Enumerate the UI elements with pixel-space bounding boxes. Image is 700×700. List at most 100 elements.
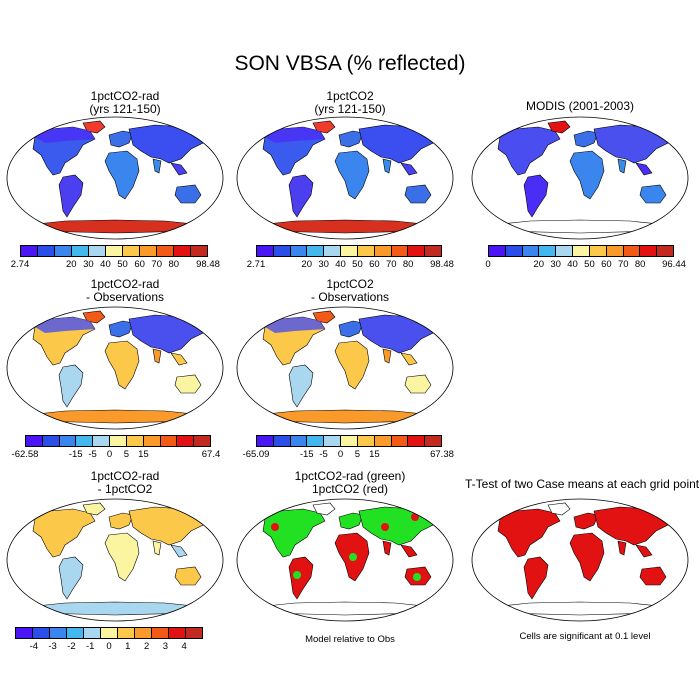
colorbar-labels-6: -4 -3 -2 -1 0 1 2 3 4 — [15, 641, 203, 653]
colorbar-cell — [126, 436, 144, 446]
colorbar-label: 60 — [369, 259, 380, 270]
colorbar-label: 70 — [151, 259, 163, 270]
colorbar-cell — [55, 246, 72, 256]
panel-title-1: 1pctCO2-rad (yrs 121-150) — [89, 89, 161, 116]
colorbar-label: 5 — [354, 449, 361, 460]
colorbar-cell — [194, 436, 210, 446]
colorbar-label: -5 — [88, 449, 97, 460]
colorbar-label: 70 — [617, 259, 629, 270]
colorbar-label: 30 — [318, 259, 329, 270]
colorbar-cell — [169, 628, 186, 638]
map-panel-4 — [5, 305, 225, 431]
colorbar-label: 0 — [337, 449, 344, 460]
colorbar-cell — [357, 436, 375, 446]
colorbar-label: 1 — [125, 641, 131, 652]
colorbar-cell — [640, 246, 658, 256]
panel-title-5: 1pctCO2- Observations — [310, 277, 390, 304]
map-panel-1 — [5, 115, 225, 241]
colorbar-label: -62.58 — [11, 449, 39, 460]
colorbar-label: 50 — [352, 259, 363, 270]
colorbar-label: 40 — [335, 259, 346, 270]
region-southAmerica — [288, 174, 314, 218]
region-southAmerica — [58, 174, 84, 218]
colorbar-cell — [307, 246, 325, 256]
colorbar-label: 80 — [402, 259, 414, 270]
colorbar-label: 20 — [533, 259, 545, 270]
colorbar-cell — [374, 436, 392, 446]
colorbar-5 — [256, 435, 442, 447]
colorbar-label: 15 — [138, 449, 149, 460]
region-australia — [404, 374, 432, 394]
colorbar-cell — [59, 436, 77, 446]
region-australia — [174, 184, 202, 204]
region-antarctica — [491, 219, 669, 234]
region-africa — [569, 150, 605, 200]
region-northAmerica — [32, 508, 96, 558]
colorbar-cell — [307, 436, 325, 446]
region-europe — [573, 130, 599, 148]
colorbar-label: -5 — [319, 449, 328, 460]
colorbar-cell — [152, 628, 169, 638]
region-india — [152, 540, 162, 556]
region-seAsia — [400, 352, 418, 366]
colorbar-cell — [26, 436, 43, 446]
colorbar-label: 60 — [601, 259, 612, 270]
colorbar-cell — [110, 436, 127, 446]
region-australia — [174, 374, 202, 394]
colorbar-label: -3 — [48, 641, 57, 652]
region-southAmerica — [523, 556, 549, 600]
arctic-band — [265, 127, 325, 143]
colorbar-cell — [522, 246, 540, 256]
colorbar-label: 20 — [65, 259, 77, 270]
colorbar-label: 20 — [301, 259, 313, 270]
colorbar-cell — [425, 246, 441, 256]
region-europe — [338, 320, 364, 338]
region-africa — [334, 150, 370, 200]
colorbar-labels-3: 0 20 30 40 50 60 70 80 96.44 — [485, 259, 686, 271]
region-seAsia — [400, 162, 418, 176]
colorbar-label: 50 — [117, 259, 128, 270]
region-greenland — [547, 502, 571, 516]
panel-title-3: MODIS (2001-2003) — [525, 99, 635, 113]
model-relative-note: Model relative to Obs — [305, 634, 395, 645]
colorbar-labels-5: -65.09 -15 -5 0 5 15 67.38 — [243, 449, 454, 461]
region-australia — [174, 566, 202, 586]
region-europe — [338, 512, 364, 530]
colorbar-label: 15 — [369, 449, 380, 460]
colorbar-label: 2 — [143, 641, 150, 652]
arctic-band — [265, 317, 325, 333]
colorbar-cell — [106, 246, 123, 256]
region-africa — [334, 340, 370, 390]
map-speckle — [413, 573, 421, 581]
colorbar-cell — [505, 246, 523, 256]
region-europe — [338, 130, 364, 148]
region-greenland — [82, 310, 106, 324]
colorbar-4 — [25, 435, 211, 447]
colorbar-cell — [123, 246, 140, 256]
colorbar-cell — [341, 436, 358, 446]
colorbar-cell — [157, 246, 174, 256]
region-europe — [108, 320, 134, 338]
colorbar-cell — [657, 246, 673, 256]
colorbar-label: -65.09 — [242, 449, 270, 460]
colorbar-label: 98.48 — [196, 259, 220, 270]
colorbar-cell — [191, 246, 207, 256]
colorbar-labels-4: -62.58 -15 -5 0 5 15 67.4 — [12, 449, 221, 461]
colorbar-cell — [160, 436, 178, 446]
colorbar-cell — [290, 246, 308, 256]
colorbar-cell — [573, 246, 590, 256]
colorbar-cell — [257, 436, 274, 446]
region-seAsia — [400, 544, 418, 558]
region-antarctica — [26, 219, 204, 234]
colorbar-2 — [256, 245, 442, 257]
panel-title-7: 1pctCO2-rad (green) 1pctCO2 (red) — [294, 469, 406, 496]
region-greenland — [312, 310, 336, 324]
region-antarctica — [26, 409, 204, 424]
colorbar-label: -15 — [299, 449, 314, 460]
colorbar-label: 80 — [634, 259, 646, 270]
colorbar-cell — [257, 246, 274, 256]
map-speckle — [293, 571, 301, 579]
world-map — [471, 116, 689, 240]
colorbar-label: 67.4 — [201, 449, 221, 460]
colorbar-cell — [606, 246, 624, 256]
